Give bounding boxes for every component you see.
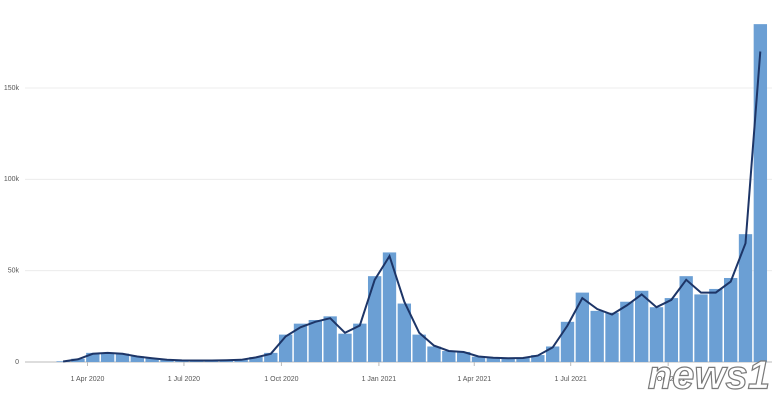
bar <box>130 356 144 362</box>
bar <box>516 357 530 362</box>
bar <box>353 323 367 362</box>
bar <box>264 352 278 362</box>
bar <box>427 346 441 362</box>
x-tick-label: 1 Jul 2021 <box>555 376 587 383</box>
bar <box>724 277 738 362</box>
bar <box>278 334 293 362</box>
bar <box>412 334 426 362</box>
x-tick-label: 1 Oct 2021 <box>651 376 685 383</box>
bar <box>145 358 159 362</box>
bar <box>442 351 456 362</box>
bar <box>71 358 85 362</box>
bar <box>338 333 352 362</box>
bar <box>486 357 501 362</box>
y-tick-label: 150k <box>4 85 20 92</box>
bar <box>560 321 575 362</box>
bar <box>456 351 471 362</box>
bar <box>531 355 545 362</box>
x-tick-label: 1 Oct 2020 <box>264 376 298 383</box>
bar <box>382 252 397 362</box>
bar <box>605 312 619 362</box>
bar <box>367 276 382 362</box>
bar <box>293 323 308 362</box>
bar <box>590 310 604 362</box>
bar <box>323 316 337 362</box>
x-tick-label: 1 Jul 2020 <box>168 376 200 383</box>
x-tick-label: 1 Jan 2021 <box>362 376 397 383</box>
bar <box>664 298 679 362</box>
bar <box>308 319 322 362</box>
bar <box>694 294 708 362</box>
bar <box>649 307 664 362</box>
line <box>62 51 762 363</box>
y-tick-label: 50k <box>8 268 20 275</box>
bar <box>709 288 723 362</box>
bar <box>471 356 486 362</box>
x-tick-label: 1 Apr 2021 <box>457 376 491 383</box>
bar <box>545 346 560 362</box>
watermark: news1 <box>648 354 770 398</box>
bar <box>620 301 634 362</box>
bar <box>115 353 130 362</box>
bar <box>575 292 590 362</box>
y-tick-label: 0 <box>15 359 19 366</box>
bar <box>634 290 649 362</box>
bar <box>86 352 100 362</box>
bar <box>753 24 768 362</box>
bar <box>249 357 263 362</box>
bar <box>100 352 115 362</box>
x-tick-label: 1 Apr 2020 <box>71 376 105 383</box>
bar <box>397 303 412 362</box>
bar <box>501 358 515 362</box>
bar <box>738 234 753 362</box>
y-tick-label: 100k <box>4 176 20 183</box>
bar <box>234 359 248 362</box>
bar <box>679 276 693 362</box>
bar <box>160 359 174 362</box>
